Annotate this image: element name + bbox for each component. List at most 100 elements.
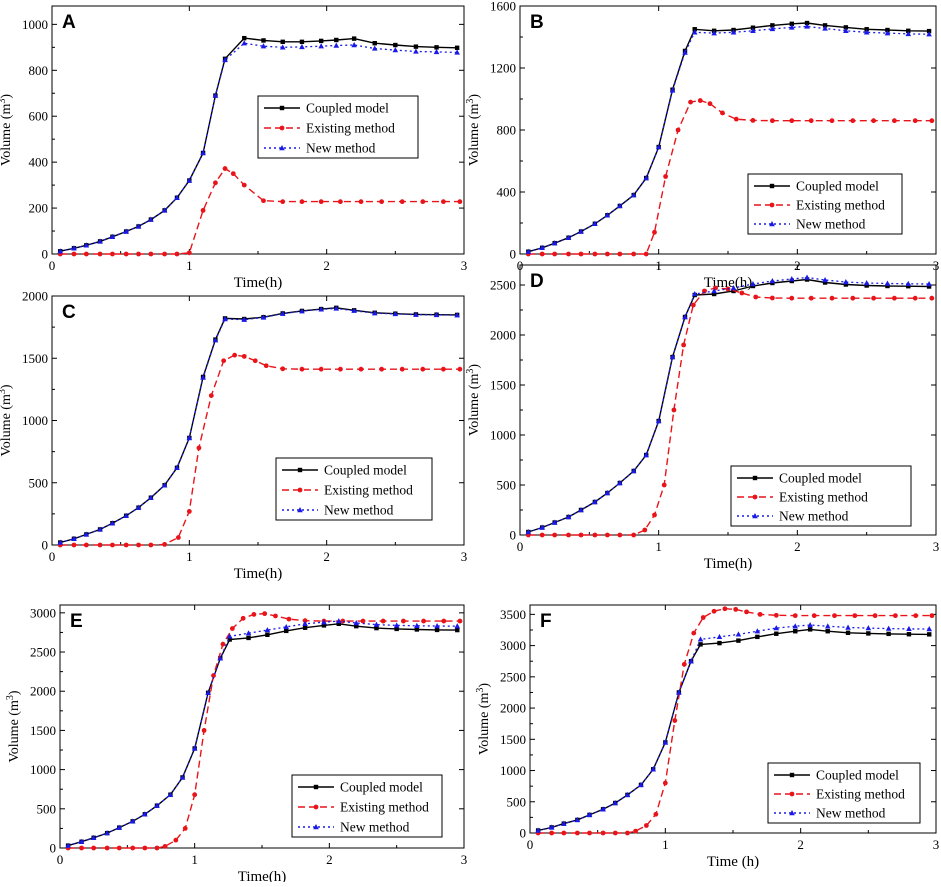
panel-letter: A [62,12,76,33]
data-point [379,366,384,372]
data-point [886,631,891,637]
data-point [757,611,763,617]
data-point [457,366,463,372]
data-point [804,274,810,280]
data-point [789,118,795,124]
data-point [135,504,142,510]
legend-marker [769,183,775,189]
data-point [617,480,623,486]
data-point [358,366,364,372]
series-new [65,618,461,848]
y-tick-label: 400 [29,155,49,170]
data-point [336,621,341,627]
data-point [662,780,668,786]
data-point [318,43,324,49]
legend-label: Existing method [324,483,413,498]
data-point [208,393,214,398]
data-point [186,508,192,514]
y-tick-label: 1000 [22,413,48,428]
data-point [179,774,186,780]
legend: Coupled model Existing method New method [257,95,419,159]
data-point [354,623,359,629]
data-point [280,39,285,45]
data-point [792,623,799,629]
y-tick-label: 1500 [22,351,48,366]
data-point [631,532,637,538]
data-point [136,542,141,548]
data-point [691,29,698,35]
data-point [162,251,168,257]
series-existing [525,98,935,257]
data-point [871,118,876,124]
data-point [690,302,696,308]
data-point [374,625,379,631]
data-point [681,342,687,348]
data-point [240,615,246,621]
data-point [351,307,357,313]
data-point [822,23,828,28]
data-point [539,251,545,257]
data-point [379,199,384,205]
data-point [371,310,378,316]
y-tick-label: 1000 [500,763,526,778]
data-point [227,637,232,642]
legend-label: New method [324,503,394,518]
data-point [852,613,858,619]
legend-marker [313,784,319,790]
data-point [401,618,406,624]
legend-marker [297,507,303,513]
data-point [561,820,567,826]
series-line [528,22,930,253]
data-point [885,625,892,631]
data-point [643,175,649,181]
data-point [142,845,148,851]
series-line [528,276,930,533]
legend-label: New method [816,806,886,821]
data-point [773,612,779,618]
y-tick-label: 400 [497,185,517,200]
data-point [612,800,619,806]
data-point [174,251,180,257]
data-point [186,434,193,441]
data-point [182,826,188,831]
data-point [83,242,90,248]
data-point [850,295,856,301]
x-axis-label: Time(h) [238,869,287,882]
series-line [537,624,930,832]
data-point [393,622,400,628]
data-point [338,199,343,205]
data-point [561,830,567,836]
data-point [578,228,584,234]
data-point [539,524,545,530]
data-point [392,47,399,53]
data-point [578,507,584,513]
data-point [885,27,890,33]
data-point [212,337,219,343]
x-tick-label: 1 [662,837,669,852]
data-point [78,838,85,844]
data-point [565,514,572,520]
data-point [807,627,813,632]
data-point [905,280,912,286]
data-point [226,633,233,639]
data-point [91,845,97,851]
data-point [913,613,919,619]
data-point [299,366,305,372]
data-point [441,618,447,624]
data-point [358,199,364,205]
data-point [808,295,814,301]
data-point [335,618,342,624]
series-line [67,620,458,847]
y-tick-label: 500 [507,794,527,809]
data-point [906,632,912,637]
data-point [675,127,681,133]
data-point [884,30,891,36]
data-point [116,824,123,830]
data-point [212,92,219,98]
data-point [57,539,64,545]
data-point [624,791,631,798]
data-point [716,633,723,640]
data-point [372,41,377,46]
legend: Coupled model Existing method New method [275,457,433,521]
data-point [83,542,89,548]
